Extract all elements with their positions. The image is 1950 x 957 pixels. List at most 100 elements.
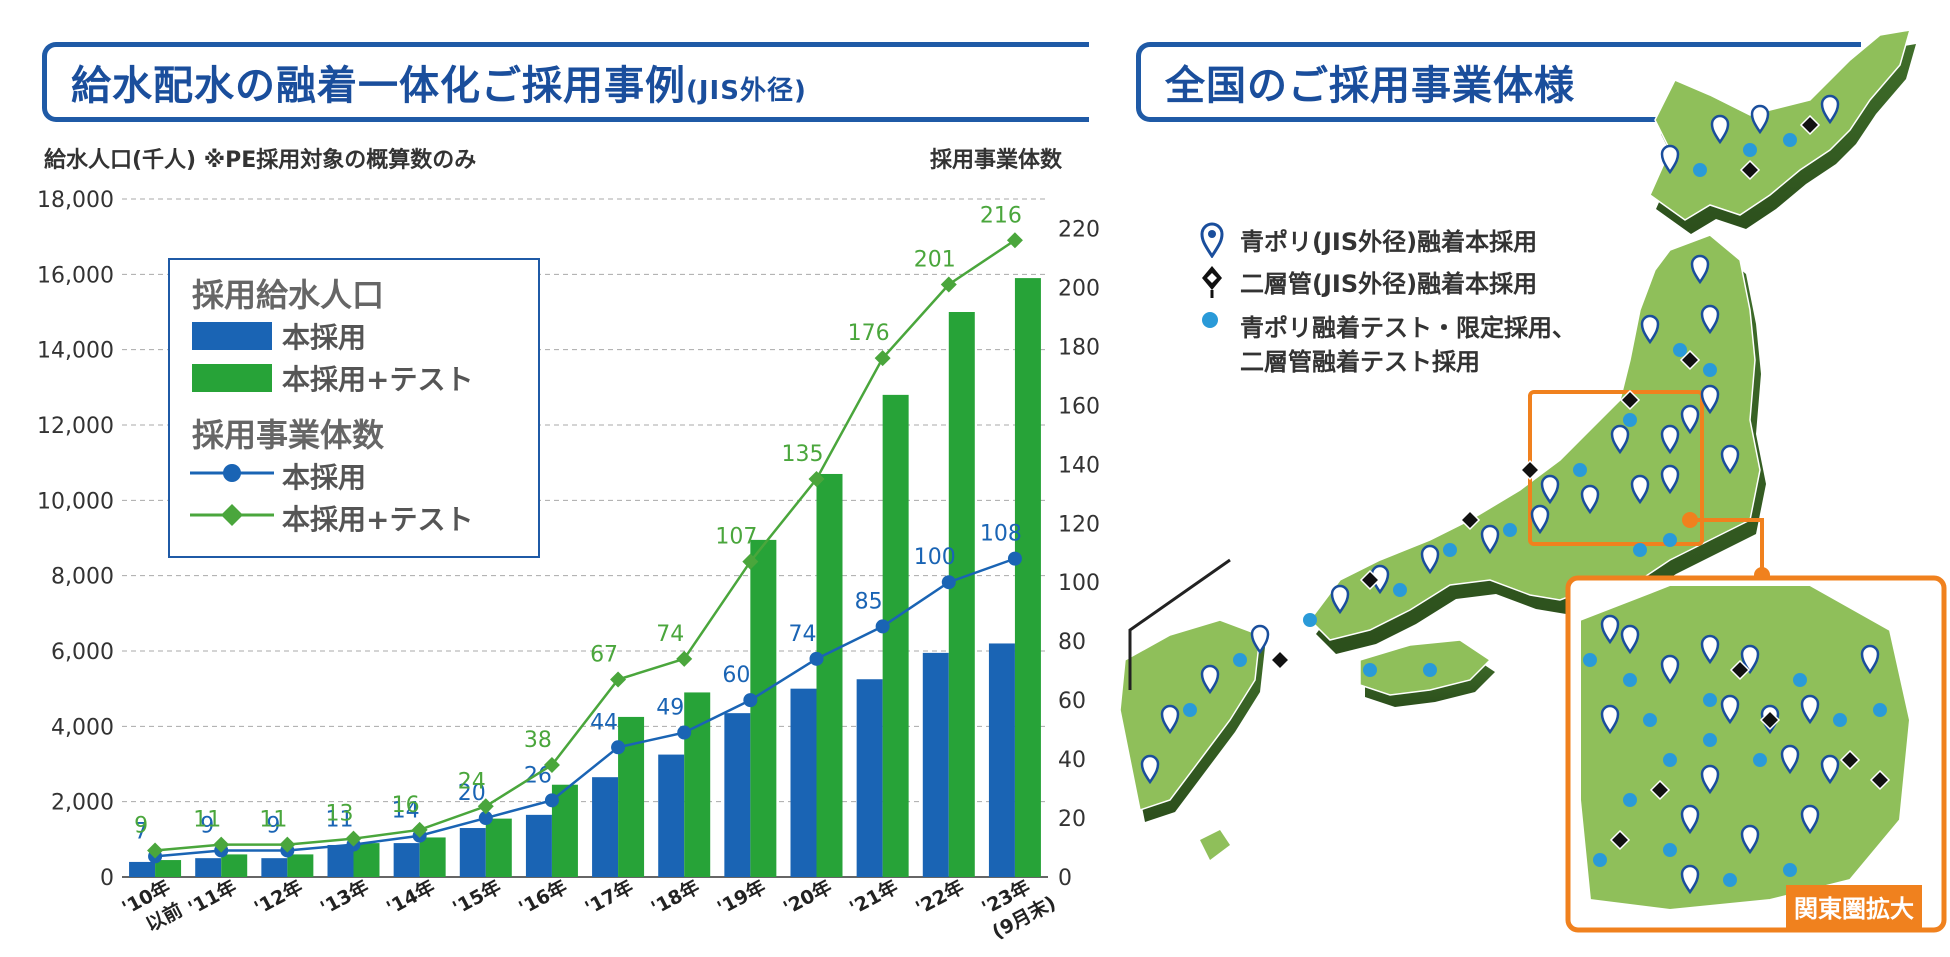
light-blue-dot-icon [1703,733,1717,747]
light-blue-dot-icon [1673,343,1687,357]
light-blue-dot-icon [1423,663,1437,677]
black-diamond-pin-icon [1839,749,1861,771]
light-blue-dot-icon [1623,673,1637,687]
bar-honsaiyo-test [618,716,645,877]
blue-pin-icon [1690,254,1710,285]
light-blue-dot-icon [1783,133,1797,147]
legend-swatch-blue-line [190,464,274,482]
blue-pin-icon [1660,464,1680,495]
bar-honsaiyo [856,679,883,877]
x-tick-label: '18年 [647,875,703,919]
light-blue-dot-icon [1593,853,1607,867]
light-blue-dot-icon [1623,793,1637,807]
line-point-honsaiyo [478,811,493,826]
bar-honsaiyo [790,688,817,877]
data-label-honsaiyo-test: 67 [590,642,618,667]
blue-pin-icon [1800,694,1820,725]
light-blue-dot-icon [1663,753,1677,767]
y-left-tick-label: 0 [100,866,114,891]
black-diamond-pin-icon [1739,159,1761,181]
blue-pin-icon [1700,384,1720,415]
light-blue-dot-icon [1393,583,1407,597]
bar-honsaiyo-test [948,312,975,877]
blue-pin-icon [1860,644,1880,675]
black-diamond-pin-icon [1799,114,1821,136]
line-point-honsaiyo [677,725,692,740]
y-right-tick-label: 60 [1058,689,1086,714]
blue-pin-icon [1820,94,1840,125]
blue-pin-icon [1740,644,1760,675]
map-title-box: 全国のご採用事業体様 [1136,42,1861,122]
legend-swatch-blue-bar [192,322,272,350]
line-point-honsaiyo-test [874,350,891,367]
blue-pin-icon [1660,424,1680,455]
chart-legend: 採用給水人口 本採用 本採用+テスト 採用事業体数 本採用 本採用+テスト [168,258,540,558]
bar-honsaiyo-test [816,473,843,877]
black-diamond-pin-icon [1609,829,1631,851]
x-tick-label: '15年 [449,875,505,919]
kanto-connector [1690,518,1764,575]
data-label-honsaiyo-test: 216 [980,203,1022,228]
data-label-honsaiyo-test: 201 [914,247,956,272]
light-blue-dot-icon [1583,653,1597,667]
line-point-honsaiyo-test [147,842,164,859]
data-label-honsaiyo: 9 [266,813,280,838]
bar-honsaiyo [525,814,552,877]
black-diamond-pin-icon [1869,769,1891,791]
y-right-tick-label: 200 [1058,276,1100,301]
blue-pin-icon [1820,754,1840,785]
data-label-honsaiyo-test: 74 [656,622,684,647]
blue-pin-icon [1420,544,1440,575]
black-diamond-pin-icon [1649,779,1671,801]
bar-honsaiyo-test [1014,278,1041,878]
blue-pin-icon [1630,474,1650,505]
blue-pin-icon [1740,824,1760,855]
legend-item-blue-line: 本採用 [282,461,367,494]
light-blue-dot-icon [1743,143,1757,157]
line-point-honsaiyo-test [279,836,296,853]
bar-honsaiyo [658,754,685,877]
x-tick-label: '17年 [581,875,637,919]
data-label-honsaiyo: 7 [134,819,148,844]
bar-honsaiyo [327,844,354,877]
data-label-honsaiyo: 49 [656,696,684,721]
black-diamond-pin-icon [1679,349,1701,371]
okinawa [1200,830,1230,860]
line-point-honsaiyo [875,619,890,634]
data-label-honsaiyo-test: 9 [134,813,148,838]
light-blue-dot-icon [1573,463,1587,477]
data-label-honsaiyo-test: 13 [326,802,354,827]
blue-pin-icon [1700,304,1720,335]
data-label-honsaiyo-test: 135 [782,442,824,467]
blue-pin-icon [1680,864,1700,895]
y-right-tick-label: 220 [1058,217,1100,242]
data-label-honsaiyo-test: 11 [193,808,221,833]
blue-pin-icon [1680,804,1700,835]
x-tick-label: '19年 [713,875,769,919]
data-label-honsaiyo-test: 38 [524,728,552,753]
black-diamond-pin-icon [1619,389,1641,411]
blue-pin-icon [1700,634,1720,665]
y-right-tick-label: 0 [1058,866,1072,891]
light-blue-dot-icon [1753,753,1767,767]
bar-honsaiyo-test [684,692,711,877]
light-blue-dot-icon [1793,673,1807,687]
legend-item-green-bar: 本採用+テスト [282,363,474,396]
bar-honsaiyo-test [419,837,446,877]
line-point-honsaiyo [809,651,824,666]
line-point-honsaiyo-test [1006,232,1023,249]
line-point-honsaiyo-test [411,821,428,838]
line-point-honsaiyo-test [742,553,759,570]
data-label-honsaiyo: 85 [855,589,883,614]
x-tick-label: '11年 [184,875,240,919]
x-tick-label: '13年 [316,875,372,919]
bar-honsaiyo-test [155,860,182,877]
x-tick-label: '12年 [250,875,306,919]
y-right-tick-label: 180 [1058,335,1100,360]
blue-pin-icon [1680,404,1700,435]
light-blue-dot-icon [1703,363,1717,377]
chart-plot: 0 2,000 4,000 6,000 8,000 10,000 12,000 14,000 1… [37,188,1100,944]
blue-pin-icon [1600,614,1620,645]
line-point-honsaiyo-test [477,798,494,815]
light-blue-dot-icon [1303,613,1317,627]
